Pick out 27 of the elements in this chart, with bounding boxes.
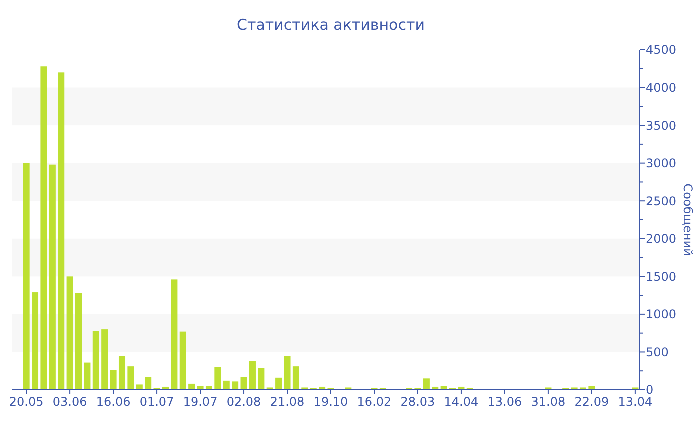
x-tick-label: 31.08: [531, 395, 566, 409]
y-tick-label: 0: [646, 383, 654, 398]
x-tick-label: 14.04: [444, 395, 479, 409]
y-tick-label: 2500: [646, 194, 677, 208]
y-tick-label: 4500: [646, 43, 677, 58]
y-tick-label: 2000: [646, 232, 677, 246]
y-tick-label: 3000: [646, 156, 677, 171]
x-tick-label: 19.10: [314, 395, 348, 409]
x-tick-label: 20.05: [9, 395, 44, 409]
x-tick-label: 01.07: [140, 395, 174, 409]
chart-title: Статистика активности: [237, 16, 425, 34]
x-tick-label: 22.09: [574, 395, 610, 409]
y-tick-label: 500: [646, 345, 669, 360]
y-tick-label: 4000: [646, 80, 677, 95]
x-tick-label: 03.06: [52, 395, 88, 409]
y-axis-title: Сообщений: [681, 184, 695, 256]
y-tick-label: 1000: [646, 308, 677, 322]
x-tick-label: 16.02: [357, 395, 392, 409]
x-tick-label: 13.06: [488, 395, 522, 409]
x-tick-label: 28.03: [400, 395, 436, 409]
x-tick-label: 13.04: [618, 395, 653, 409]
x-tick-label: 02.08: [226, 395, 262, 409]
x-tick-label: 16.06: [96, 395, 131, 409]
x-tick-label: 19.07: [183, 395, 218, 409]
y-tick-label: 1500: [646, 270, 677, 284]
y-tick-label: 3500: [646, 118, 677, 133]
x-tick-label: 21.08: [270, 395, 305, 409]
